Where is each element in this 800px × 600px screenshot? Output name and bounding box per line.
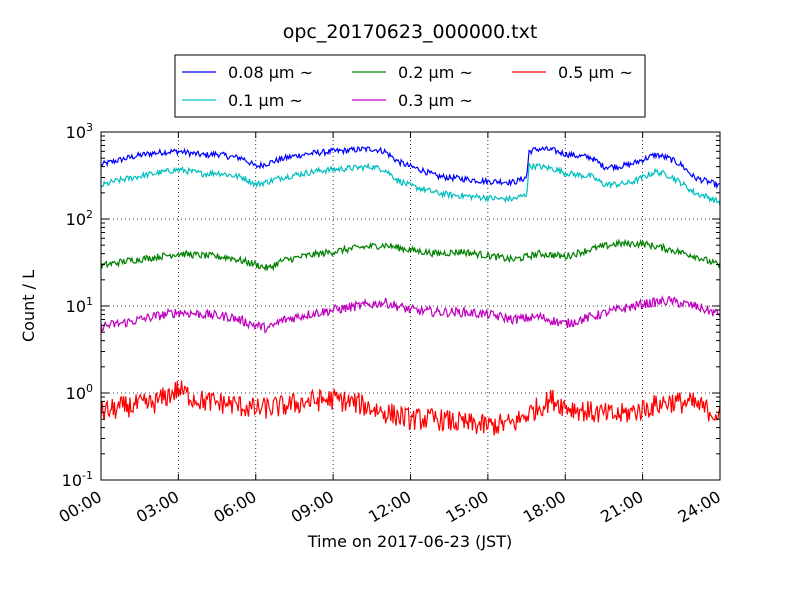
series-line bbox=[100, 295, 721, 334]
series-line bbox=[100, 380, 721, 436]
x-tick-label: 06:00 bbox=[210, 487, 259, 527]
y-tick-label: 101 bbox=[66, 295, 93, 316]
y-tick-label: 10-1 bbox=[62, 469, 93, 490]
legend-label: 0.08 μm ~ bbox=[228, 63, 313, 82]
x-tick-label: 03:00 bbox=[133, 487, 182, 527]
series-layer bbox=[100, 145, 721, 436]
x-tick-label: 18:00 bbox=[520, 487, 569, 527]
legend-label: 0.2 μm ~ bbox=[398, 63, 473, 82]
series-line bbox=[100, 162, 721, 206]
y-tick-label: 100 bbox=[66, 382, 93, 403]
series-line bbox=[100, 145, 721, 190]
y-axis-label: Count / L bbox=[19, 270, 38, 342]
x-tick-label: 24:00 bbox=[675, 487, 724, 527]
series-line bbox=[100, 238, 721, 272]
chart-title: opc_20170623_000000.txt bbox=[283, 21, 538, 43]
y-tick-label: 102 bbox=[66, 208, 93, 229]
legend: 0.08 μm ~ 0.2 μm ~ 0.5 μm ~ 0.1 μm ~ 0.3 μm … bbox=[174, 54, 646, 118]
x-tick-label: 21:00 bbox=[597, 487, 646, 527]
legend-frame bbox=[174, 54, 646, 118]
y-tick-label: 103 bbox=[66, 121, 93, 142]
x-axis-label: Time on 2017-06-23 (JST) bbox=[307, 532, 512, 551]
legend-label: 0.3 μm ~ bbox=[398, 91, 473, 110]
x-tick-label: 09:00 bbox=[288, 487, 337, 527]
x-tick-label: 12:00 bbox=[365, 487, 414, 527]
legend-label: 0.5 μm ~ bbox=[558, 63, 633, 82]
x-tick-label: 00:00 bbox=[56, 487, 105, 527]
x-tick-label: 15:00 bbox=[442, 487, 491, 527]
legend-label: 0.1 μm ~ bbox=[228, 91, 303, 110]
